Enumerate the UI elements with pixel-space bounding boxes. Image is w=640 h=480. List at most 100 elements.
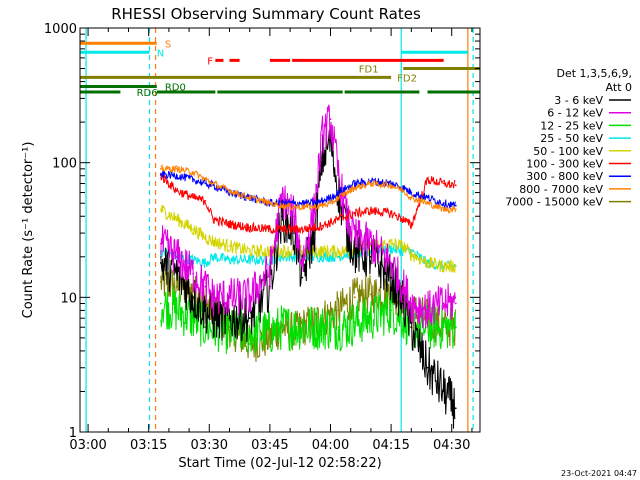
data-point-5-18	[390, 212, 393, 215]
x-tick-label-3: 03:45	[251, 438, 288, 453]
data-point-7-4	[212, 182, 215, 185]
data-point-4-4	[212, 240, 215, 243]
data-point-5-1	[176, 189, 178, 192]
data-point-5-17	[370, 209, 372, 212]
data-point-0-5	[228, 317, 231, 320]
data-point-8-14	[337, 309, 340, 312]
data-point-4-10	[301, 250, 304, 253]
data-point-0-12	[321, 156, 324, 158]
data-point-4-12	[321, 250, 324, 253]
data-point-1-17	[370, 242, 372, 245]
data-point-1-0	[159, 242, 162, 245]
data-point-3-5	[228, 258, 231, 261]
data-point-1-8	[281, 196, 283, 199]
data-point-7-13	[329, 202, 332, 205]
data-point-8-17	[370, 293, 372, 296]
data-point-2-5	[228, 331, 231, 334]
data-point-4-13	[329, 250, 332, 253]
data-point-2-7	[268, 331, 271, 334]
data-point-5-5	[228, 223, 231, 225]
data-point-6-16	[353, 182, 356, 185]
data-point-7-2	[192, 171, 195, 174]
data-point-0-18	[390, 276, 393, 279]
data-point-2-15	[345, 326, 348, 329]
data-point-3-3	[204, 262, 207, 264]
data-point-0-22	[442, 390, 445, 393]
data-point-2-9	[293, 326, 296, 329]
x-tick-label-2: 03:30	[191, 438, 228, 453]
y-tick-label-1: 10	[60, 291, 77, 306]
data-point-7-6	[248, 196, 251, 199]
data-point-7-8	[281, 204, 283, 207]
data-point-7-12	[321, 204, 324, 207]
data-point-7-14	[337, 196, 340, 199]
data-point-6-23	[454, 204, 457, 207]
data-point-1-20	[410, 302, 413, 305]
legend-label-7: 800 - 7000 keV	[519, 183, 603, 196]
data-point-6-17	[370, 180, 372, 182]
data-point-1-14	[337, 174, 340, 177]
series-line-7	[160, 163, 456, 214]
data-point-1-13	[329, 118, 332, 121]
data-point-6-10	[301, 202, 304, 205]
data-point-7-20	[410, 196, 413, 199]
data-point-4-1	[176, 218, 178, 221]
data-point-1-21	[426, 309, 429, 312]
data-point-2-2	[192, 317, 195, 320]
data-point-0-1	[176, 272, 178, 275]
state-label-FD1: FD1	[359, 65, 379, 76]
data-point-4-0	[159, 208, 162, 211]
data-point-6-1	[176, 174, 178, 177]
data-point-1-10	[301, 262, 304, 264]
data-point-3-6	[248, 258, 251, 261]
data-point-5-19	[402, 218, 405, 221]
data-point-5-21	[426, 178, 429, 181]
data-point-4-14	[337, 250, 340, 253]
y-tick-label-0: 1	[69, 426, 77, 441]
data-point-2-1	[176, 309, 178, 312]
data-point-5-7	[268, 228, 271, 231]
data-point-2-16	[353, 321, 356, 324]
data-point-0-10	[301, 276, 304, 279]
data-point-4-2	[192, 228, 195, 231]
data-point-5-20	[410, 224, 413, 227]
data-point-3-14	[337, 255, 340, 258]
series-line-2	[160, 286, 456, 355]
legend-label-0: 3 - 6 keV	[554, 94, 603, 107]
data-point-7-18	[390, 184, 393, 187]
data-point-7-9	[293, 205, 296, 208]
data-point-3-9	[293, 255, 296, 258]
x-axis-label: Start Time (02-Jul-12 02:58:22)	[178, 456, 381, 471]
data-point-5-16	[353, 212, 356, 215]
data-point-7-16	[353, 186, 356, 189]
legend-label-2: 12 - 25 keV	[540, 119, 603, 132]
data-point-0-4	[212, 317, 215, 320]
data-point-1-11	[313, 208, 316, 211]
data-point-5-9	[293, 228, 296, 231]
data-point-3-13	[329, 255, 332, 258]
data-point-2-0	[159, 302, 162, 305]
data-point-1-7	[268, 268, 271, 271]
data-point-0-11	[313, 232, 316, 234]
data-point-1-9	[293, 215, 296, 218]
timestamp: 23-Oct-2021 04:47	[561, 469, 637, 478]
data-point-1-19	[402, 285, 405, 288]
data-point-1-3	[204, 285, 207, 288]
legend-label-8: 7000 - 15000 keV	[505, 196, 603, 209]
data-point-6-20	[410, 191, 413, 194]
data-point-0-13	[329, 140, 332, 142]
data-point-4-22	[442, 265, 445, 268]
data-point-7-1	[176, 167, 178, 170]
data-point-1-23	[454, 302, 457, 305]
data-point-4-19	[402, 245, 405, 248]
data-point-3-15	[345, 253, 348, 255]
data-point-7-23	[454, 208, 457, 211]
data-point-7-11	[313, 205, 316, 208]
series-line-5	[160, 174, 456, 236]
data-point-4-6	[248, 250, 251, 253]
data-point-5-10	[301, 228, 304, 231]
data-point-7-0	[159, 167, 162, 170]
data-point-2-21	[426, 326, 429, 329]
state-label-S: S	[165, 39, 171, 50]
